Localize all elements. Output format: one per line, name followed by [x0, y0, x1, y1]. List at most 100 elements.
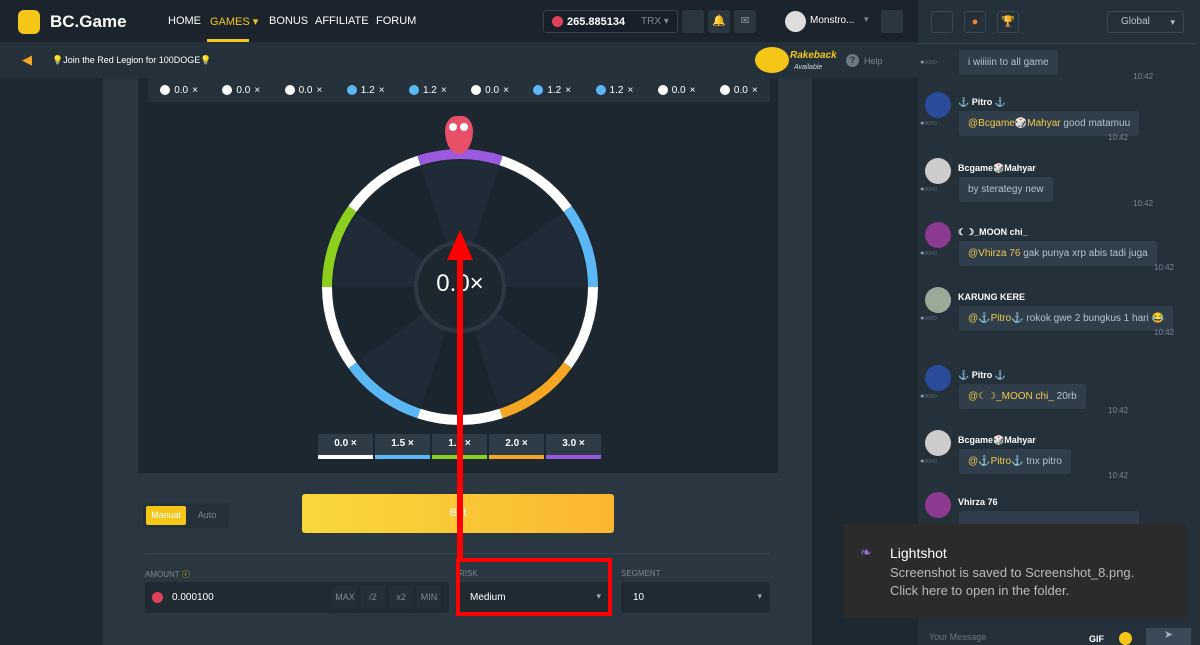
rakeback-label[interactable]: Rakeback: [790, 50, 837, 61]
wallet-button[interactable]: [682, 10, 704, 33]
chat-username[interactable]: Vhirza 76: [958, 497, 998, 507]
avatar[interactable]: [925, 158, 951, 184]
chat-text: by sterategy new: [968, 184, 1044, 195]
message-input[interactable]: Your Message: [929, 632, 987, 642]
history-item[interactable]: 0.0 ×: [657, 85, 695, 96]
history-suffix: ×: [503, 84, 509, 96]
chat-bubble: by sterategy new: [959, 177, 1053, 202]
level-badge-icon: ●○○○○: [920, 186, 937, 193]
avatar[interactable]: [925, 287, 951, 313]
info-icon[interactable]: ⓘ: [181, 570, 190, 579]
username[interactable]: Monstro...: [810, 15, 855, 26]
history-item[interactable]: 1.2 ×: [408, 85, 447, 96]
amount-label-text: AMOUNT: [145, 570, 180, 579]
nav-forum[interactable]: FORUM: [376, 15, 417, 27]
chat-mention[interactable]: @⚓Pitro⚓: [968, 456, 1024, 467]
logo[interactable]: BC.Game: [50, 12, 127, 31]
channel-select[interactable]: Global ▾: [1107, 11, 1184, 33]
chat-mention[interactable]: @⚓Pitro⚓: [968, 313, 1024, 324]
level-badge-icon: ●○○○○: [920, 393, 937, 400]
nav-home[interactable]: HOME: [168, 15, 201, 27]
balance-box[interactable]: 265.885134 TRX ▾: [543, 10, 678, 33]
nav-affiliate[interactable]: AFFILIATE: [315, 15, 369, 27]
history-suffix: ×: [254, 84, 261, 96]
history-item[interactable]: 0.0 ×: [284, 84, 323, 96]
currency-select[interactable]: TRX ▾: [641, 16, 669, 27]
history-dot: [222, 85, 233, 95]
chat-username[interactable]: Bcgame🎲Mahyar: [958, 435, 1036, 445]
amount-input[interactable]: 0.000100 MAX /2 x2 MIN: [145, 582, 449, 613]
announcement-text[interactable]: 💡Join the Red Legion for 100DOGE💡: [52, 55, 212, 65]
lightshot-toast[interactable]: ❧ Lightshot Screenshot is saved to Scree…: [844, 524, 1186, 618]
avatar[interactable]: [925, 92, 951, 118]
mail-button[interactable]: ✉: [734, 10, 756, 33]
min-button[interactable]: MIN: [417, 586, 441, 609]
send-button[interactable]: ➤: [1146, 628, 1191, 645]
chat-time: 10:42: [1108, 406, 1129, 415]
history-item[interactable]: 0.0 ×: [719, 84, 758, 96]
risk-select[interactable]: Medium ▾: [459, 582, 609, 613]
trophy-button[interactable]: 🏆: [997, 11, 1019, 33]
feather-icon: ❧: [860, 544, 872, 560]
history-item[interactable]: 0.0 ×: [222, 85, 260, 96]
nav-bonus[interactable]: BONUS: [269, 15, 309, 27]
annotation-highlight-box: [456, 558, 612, 616]
chevron-down-icon: ▾: [596, 591, 601, 601]
history-suffix: ×: [751, 84, 758, 96]
chat-mention[interactable]: @Bcgame🎲Mahyar: [968, 118, 1061, 129]
half-button[interactable]: /2: [361, 586, 385, 609]
chat-mention[interactable]: @Vhirza 76: [968, 248, 1021, 259]
wheel-segment: [348, 155, 421, 212]
history-item[interactable]: 1.2 ×: [346, 85, 385, 96]
double-button[interactable]: x2: [389, 586, 413, 609]
segment-select[interactable]: 10 ▾: [621, 582, 770, 613]
logo-icon: [18, 10, 40, 34]
auto-tab[interactable]: Auto: [197, 510, 217, 520]
coin-drop-button[interactable]: ●: [964, 11, 986, 33]
notification-bell-button[interactable]: 🔔: [708, 10, 730, 33]
avatar[interactable]: [785, 11, 806, 32]
chat-username[interactable]: Bcgame🎲Mahyar: [958, 163, 1036, 173]
legend-label: 3.0 ×: [562, 438, 585, 449]
level-badge-icon: ●○○○○: [920, 458, 937, 465]
help-icon[interactable]: ?: [846, 54, 859, 67]
legend-item: 1.5 ×: [375, 434, 430, 459]
history-item[interactable]: 0.0 ×: [471, 85, 509, 96]
level-badge-icon: ●○○○○: [920, 120, 937, 127]
avatar[interactable]: [925, 365, 951, 391]
chevron-down-icon[interactable]: ▾: [864, 14, 869, 24]
avatar[interactable]: [925, 492, 951, 518]
rakeback-status: Available: [794, 64, 823, 71]
help-link[interactable]: Help: [864, 56, 883, 66]
wheel-segment: [417, 149, 503, 166]
legend-color-bar: [318, 455, 373, 459]
history-suffix: ×: [316, 84, 323, 96]
chat-toggle-button[interactable]: [881, 10, 903, 33]
avatar[interactable]: [925, 222, 951, 248]
max-button[interactable]: MAX: [333, 586, 357, 609]
history-item[interactable]: 1.2 ×: [595, 84, 634, 96]
chat-username[interactable]: ☾☽_MOON chi_: [958, 227, 1028, 237]
manual-tab[interactable]: Manual: [146, 506, 186, 525]
avatar[interactable]: [925, 430, 951, 456]
chat-username[interactable]: ⚓ Pitro ⚓: [958, 370, 1006, 380]
gif-button[interactable]: GIF: [1089, 634, 1104, 644]
chat-username[interactable]: ⚓ Pitro ⚓: [958, 97, 1006, 107]
nav-games[interactable]: GAMES ▾: [210, 16, 259, 28]
history-item[interactable]: 0.0 ×: [160, 85, 198, 96]
toast-line-2: Click here to open in the folder.: [890, 583, 1070, 598]
risk-label: RISK: [459, 569, 478, 578]
emoji-button[interactable]: [1119, 632, 1132, 645]
history-suffix: ×: [627, 84, 634, 96]
toast-line-1: Screenshot is saved to Screenshot_8.png.: [890, 565, 1135, 580]
level-badge-icon: ●○○○○: [920, 315, 937, 322]
segment-label: SEGMENT: [621, 569, 661, 578]
history-suffix: ×: [192, 84, 198, 96]
history-item[interactable]: 1.2 ×: [533, 85, 571, 96]
history-value: 1.2: [609, 84, 624, 96]
chat-text: i wiiiiin to all game: [968, 57, 1049, 68]
chat-mention[interactable]: @☾☽_MOON chi_: [968, 391, 1054, 402]
chat-bubble: @⚓Pitro⚓ tnx pitro: [959, 449, 1071, 474]
rain-button[interactable]: [931, 11, 953, 33]
chat-username[interactable]: KARUNG KERE: [958, 292, 1026, 302]
